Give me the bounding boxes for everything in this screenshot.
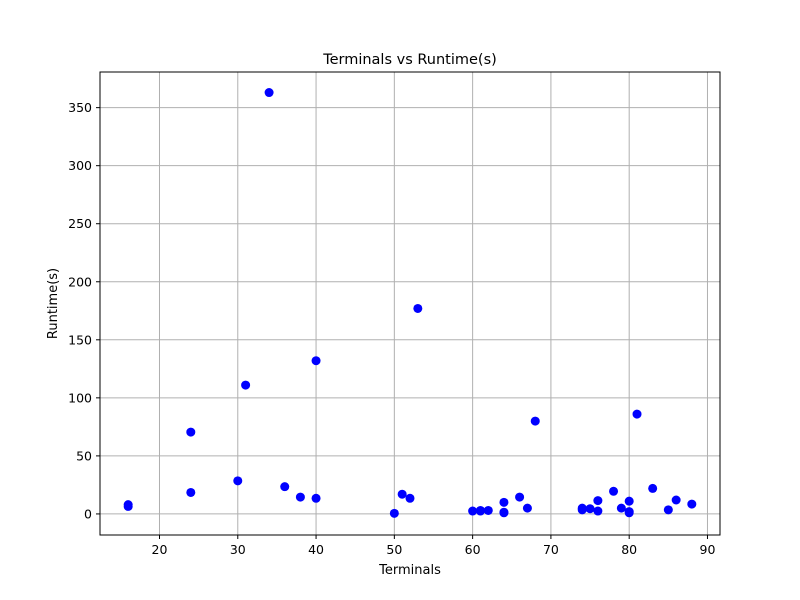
data-point bbox=[609, 486, 619, 496]
data-point bbox=[311, 356, 321, 366]
data-point bbox=[530, 416, 540, 426]
y-tick-label: 150 bbox=[68, 332, 92, 347]
chart-title: Terminals vs Runtime(s) bbox=[322, 52, 497, 68]
x-tick-label: 20 bbox=[152, 542, 168, 557]
data-point bbox=[624, 508, 634, 518]
data-point bbox=[389, 508, 399, 518]
data-point bbox=[687, 499, 697, 509]
data-point bbox=[397, 489, 407, 499]
data-point bbox=[483, 505, 493, 515]
data-point bbox=[311, 493, 321, 503]
data-point bbox=[499, 497, 509, 507]
x-tick-label: 90 bbox=[700, 542, 716, 557]
data-points bbox=[123, 88, 697, 518]
data-point bbox=[663, 505, 673, 515]
data-point bbox=[468, 506, 478, 516]
data-point bbox=[233, 476, 243, 486]
data-point bbox=[522, 503, 532, 513]
data-point bbox=[264, 88, 274, 98]
x-tick-label: 80 bbox=[621, 542, 637, 557]
data-point bbox=[405, 493, 415, 503]
grid-lines bbox=[100, 72, 720, 535]
x-tick-label: 50 bbox=[386, 542, 402, 557]
x-tick-label: 40 bbox=[308, 542, 324, 557]
x-axis-label: Terminals bbox=[378, 563, 441, 578]
data-point bbox=[413, 303, 423, 313]
data-point bbox=[577, 505, 587, 515]
y-tick-label: 300 bbox=[68, 158, 92, 173]
x-tick-label: 30 bbox=[230, 542, 246, 557]
data-point bbox=[295, 492, 305, 502]
data-point bbox=[186, 427, 196, 437]
y-tick-label: 0 bbox=[84, 506, 92, 521]
data-point bbox=[280, 482, 290, 492]
data-point bbox=[499, 508, 509, 518]
data-point bbox=[616, 503, 626, 513]
data-point bbox=[593, 496, 603, 506]
y-tick-label: 50 bbox=[76, 448, 92, 463]
data-point bbox=[475, 506, 485, 516]
y-tick-label: 200 bbox=[68, 274, 92, 289]
x-tick-label: 70 bbox=[543, 542, 559, 557]
data-point bbox=[585, 504, 595, 514]
data-point bbox=[648, 483, 658, 493]
data-point bbox=[123, 501, 133, 511]
y-tick-label: 100 bbox=[68, 390, 92, 405]
data-point bbox=[186, 487, 196, 497]
data-point bbox=[624, 496, 634, 506]
data-point bbox=[671, 495, 681, 505]
axis-ticks: 20 30 40 50 60 70 80 90 0 50 100 150 200 250 300 350 bbox=[68, 100, 715, 557]
data-point bbox=[632, 409, 642, 419]
y-axis-label: Runtime(s) bbox=[46, 268, 61, 339]
data-point bbox=[241, 380, 251, 390]
y-tick-label: 250 bbox=[68, 216, 92, 231]
y-tick-label: 350 bbox=[68, 100, 92, 115]
data-point bbox=[515, 492, 525, 502]
x-tick-label: 60 bbox=[465, 542, 481, 557]
data-point bbox=[593, 506, 603, 516]
plot-frame bbox=[99, 71, 721, 536]
